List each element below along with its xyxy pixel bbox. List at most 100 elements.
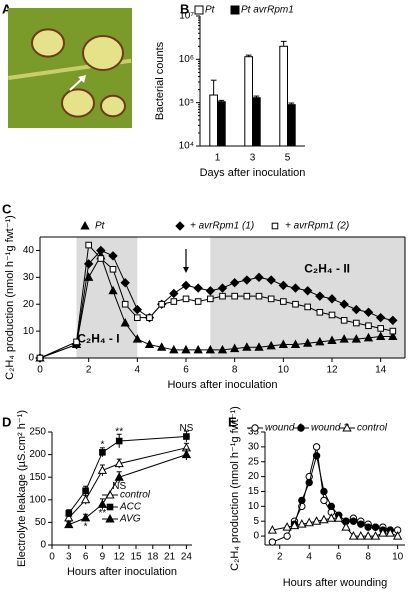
bar [279,45,288,147]
marker [302,286,313,296]
x-tick-label: 12 [114,552,126,563]
marker [175,221,185,231]
marker [319,514,329,524]
marker [357,520,365,528]
y-tick-label: 10⁶ [179,54,194,65]
bar [217,101,226,147]
marker [132,304,143,315]
marker [230,343,240,353]
marker [353,319,360,327]
annotation: C₂H₄ - II [304,261,350,275]
x-tick-label: 6 [183,365,189,376]
marker [82,487,89,495]
marker [292,300,299,308]
marker [388,331,398,340]
marker [334,513,344,522]
marker [341,522,351,531]
y-tick-label: 150 [29,472,46,483]
lesion [100,94,126,118]
marker [229,278,240,288]
marker [349,517,358,525]
marker [363,307,374,317]
marker [283,532,291,540]
x-tick-label: 15 [130,552,142,563]
marker [108,251,118,261]
x-tick-label: 4 [135,365,141,376]
marker [183,433,190,440]
marker [170,298,178,305]
legend-label: wound 2 [311,423,349,434]
marker [109,265,117,273]
marker [389,327,397,335]
y-axis-title: C₂H₄ production (nmol h⁻¹g fwt⁻¹) [4,215,16,380]
y-axis-title: Bacterial counts [154,41,166,120]
legend-label: + avrRpm1 (2) [285,221,349,232]
y-axis-title: C₂H₄ production (nmol h⁻¹g fwt⁻¹) [229,406,241,571]
x-axis-title: Hours after inoculation [167,379,277,391]
bar [209,94,219,147]
x-tick-label: 8 [232,365,238,376]
series-line [39,243,393,359]
bar [252,97,261,147]
legend-label: Pt avrRpm1 [241,5,294,16]
lesion [82,35,124,71]
marker [254,342,264,351]
series-line [39,254,393,359]
marker [267,525,278,534]
marker [194,298,202,305]
marker [315,336,325,346]
marker [370,531,381,540]
panel-label: A [2,1,12,16]
y-tick-label: 0 [253,531,259,542]
marker [392,531,403,540]
marker [181,449,192,459]
arrow [69,77,84,91]
x-tick-label: 2 [86,365,92,376]
marker [304,517,314,527]
annotation: ** [115,427,123,438]
marker [243,292,251,300]
annotation: ** [99,508,107,519]
marker [315,291,325,301]
marker [80,220,90,230]
y-tick-label: 30 [248,442,260,453]
legend-swatch [230,5,240,15]
y-tick-label: 50 [35,517,47,528]
x-tick-label: 3 [250,153,256,164]
marker [205,286,216,296]
marker [342,422,352,432]
marker [266,340,276,350]
x-tick-label: 14 [375,365,387,376]
panel-label: C [2,201,12,216]
marker [255,292,263,300]
x-tick-label: 6 [336,552,342,563]
bar [287,104,296,147]
bar [244,56,254,147]
marker [80,512,91,522]
x-tick-label: 5 [285,153,291,164]
x-tick-label: 2 [277,552,283,563]
annotation: C₂H₄ - I [77,331,119,345]
marker [351,334,361,343]
marker [297,519,307,528]
marker [217,283,228,293]
marker [182,295,190,303]
y-tick-label: 20 [23,299,35,310]
marker [105,513,115,523]
annotation: NS [179,423,193,434]
annotation: * [84,522,88,533]
lesion [61,88,95,118]
x-tick-label: 6 [83,552,89,563]
x-tick-label: 3 [66,552,72,563]
marker [320,496,328,505]
x-tick-label: 24 [181,552,193,563]
marker [219,292,226,300]
marker [242,342,252,351]
marker [278,339,288,349]
marker [363,531,373,540]
marker [304,303,311,311]
legend-label: ACC [119,502,142,513]
x-tick-label: 12 [326,365,338,376]
marker [348,531,359,540]
marker [99,449,106,456]
